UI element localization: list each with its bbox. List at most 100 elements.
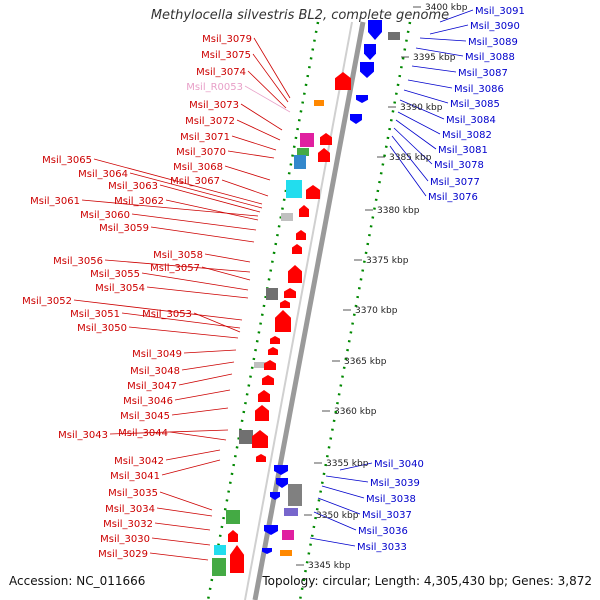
plus-gene-label[interactable]: Msil_3089 bbox=[468, 37, 518, 48]
plus-gene-label[interactable]: Msil_3038 bbox=[366, 494, 416, 505]
leader-line bbox=[339, 462, 373, 471]
minus-gene-label[interactable]: Msil_3049 bbox=[132, 349, 182, 360]
minus-gene-label[interactable]: Msil_3073 bbox=[189, 100, 239, 111]
leader-line bbox=[236, 119, 281, 141]
leader-line bbox=[389, 145, 427, 197]
minus-gene-label[interactable]: Msil_3053 bbox=[142, 309, 192, 320]
leader-line bbox=[391, 135, 429, 182]
leader-line bbox=[73, 299, 243, 321]
minus-gene-label[interactable]: Msil_3064 bbox=[78, 169, 128, 180]
minus-gene-label[interactable]: Msil_3043 bbox=[58, 430, 108, 441]
scale-label: 3355 kbp bbox=[326, 459, 369, 469]
leader-line bbox=[169, 431, 227, 441]
minus-gene-label[interactable]: Msil_3030 bbox=[100, 534, 150, 545]
leader-line bbox=[165, 449, 221, 461]
minus-gene-label[interactable]: Msil_3075 bbox=[201, 50, 251, 61]
plus-gene-label[interactable]: Msil_3088 bbox=[465, 52, 515, 63]
leader-line bbox=[93, 158, 263, 205]
minus-gene-label[interactable]: Msil_3062 bbox=[114, 196, 164, 207]
gene-block bbox=[226, 510, 240, 524]
leader-line bbox=[159, 491, 213, 511]
minus-gene-label[interactable]: Msil_3047 bbox=[127, 381, 177, 392]
minus-gene-label[interactable]: Msil_3071 bbox=[180, 132, 230, 143]
minus-gene-label[interactable]: Msil_3061 bbox=[30, 196, 80, 207]
minus-gene-label[interactable]: Msil_3048 bbox=[130, 366, 180, 377]
plus-gene-label[interactable]: Msil_3039 bbox=[370, 478, 420, 489]
leader-line bbox=[403, 89, 449, 104]
minus-gene-arrow bbox=[288, 265, 302, 283]
minus-gene-label[interactable]: Msil_3063 bbox=[108, 181, 158, 192]
minus-gene-label[interactable]: Msil_3034 bbox=[105, 504, 155, 515]
plus-gene-label[interactable]: Msil_3037 bbox=[362, 510, 412, 521]
accession-text: Accession: NC_011666 bbox=[9, 574, 146, 588]
plus-gene-label[interactable]: Msil_3087 bbox=[458, 68, 508, 79]
plus-gene-label[interactable]: Msil_3081 bbox=[438, 145, 488, 156]
minus-gene-label[interactable]: Msil_3074 bbox=[196, 67, 246, 78]
minus-gene-label[interactable]: Msil_3050 bbox=[77, 323, 127, 334]
minus-gene-label[interactable]: Msil_3058 bbox=[153, 250, 203, 261]
minus-gene-label[interactable]: Msil_3032 bbox=[103, 519, 153, 530]
leader-line bbox=[181, 361, 235, 371]
minus-gene-label[interactable]: Msil_3051 bbox=[70, 309, 120, 320]
minus-gene-label[interactable]: Msil_3067 bbox=[170, 176, 220, 187]
gene-labels[interactable]: Msil_3079 Msil_3075 Msil_3074 Msil_R0053 Msi… bbox=[22, 6, 525, 560]
gene-block bbox=[280, 550, 292, 556]
minus-gene-arrow bbox=[320, 133, 332, 145]
gene-block bbox=[214, 545, 226, 555]
plus-gene-label[interactable]: Msil_3040 bbox=[374, 459, 424, 470]
plus-gene-label[interactable]: Msil_3091 bbox=[475, 6, 525, 17]
plus-gene-label[interactable]: Msil_3077 bbox=[430, 177, 480, 188]
scale-label: 3380 kbp bbox=[377, 206, 420, 216]
leader-line bbox=[128, 326, 239, 339]
gene-block bbox=[281, 213, 293, 221]
leader-line bbox=[121, 312, 241, 329]
minus-gene-arrow bbox=[284, 288, 296, 298]
leader-line bbox=[204, 253, 251, 263]
plus-gene-label[interactable]: Msil_3033 bbox=[357, 542, 407, 553]
minus-gene-label[interactable]: Msil_3041 bbox=[110, 471, 160, 482]
minus-gene-label[interactable]: Msil_3035 bbox=[108, 488, 158, 499]
leader-line bbox=[325, 475, 369, 483]
plus-gene-label[interactable]: Msil_3085 bbox=[450, 99, 500, 110]
minus-gene-label[interactable]: Msil_3060 bbox=[80, 210, 130, 221]
plus-gene-label[interactable]: Msil_3082 bbox=[442, 130, 492, 141]
minus-gene-label[interactable]: Msil_3046 bbox=[123, 396, 173, 407]
minus-gene-label[interactable]: Msil_R0053 bbox=[186, 82, 243, 93]
minus-gene-label[interactable]: Msil_3042 bbox=[114, 456, 164, 467]
minus-gene-arrow bbox=[268, 347, 278, 355]
leader-line bbox=[321, 485, 365, 499]
minus-gene-label[interactable]: Msil_3045 bbox=[120, 411, 170, 422]
minus-gene-label[interactable]: Msil_3068 bbox=[173, 162, 223, 173]
minus-gene-label[interactable]: Msil_3070 bbox=[176, 147, 226, 158]
minus-gene-label[interactable]: Msil_3055 bbox=[90, 269, 140, 280]
leader-lines bbox=[73, 9, 474, 561]
plus-gene-label[interactable]: Msil_3076 bbox=[428, 192, 478, 203]
minus-gene-label[interactable]: Msil_3056 bbox=[53, 256, 103, 267]
leader-line bbox=[151, 537, 211, 546]
minus-gene-label[interactable]: Msil_3072 bbox=[185, 116, 235, 127]
minus-gene-label[interactable]: Msil_3044 bbox=[118, 428, 168, 439]
scale-label: 3375 kbp bbox=[366, 256, 409, 266]
plus-gene-label[interactable]: Msil_3086 bbox=[454, 84, 504, 95]
minus-gene-label[interactable]: Msil_3079 bbox=[202, 34, 252, 45]
plus-gene-arrow bbox=[274, 465, 288, 475]
gene-block bbox=[266, 288, 278, 300]
gene-layer bbox=[212, 20, 400, 576]
plus-gene-label[interactable]: Msil_3084 bbox=[446, 115, 496, 126]
minus-gene-label[interactable]: Msil_3029 bbox=[98, 549, 148, 560]
plus-gene-arrow bbox=[350, 114, 362, 124]
backbone-line bbox=[252, 21, 366, 600]
minus-gene-label[interactable]: Msil_3054 bbox=[95, 283, 145, 294]
minus-gene-label[interactable]: Msil_3059 bbox=[99, 223, 149, 234]
plus-gene-label[interactable]: Msil_3090 bbox=[470, 21, 520, 32]
plus-gene-label[interactable]: Msil_3036 bbox=[358, 526, 408, 537]
plus-gene-label[interactable]: Msil_3078 bbox=[434, 160, 484, 171]
minus-gene-label[interactable]: Msil_3052 bbox=[22, 296, 72, 307]
scale-label: 3385 kbp bbox=[389, 153, 432, 163]
minus-gene-label[interactable]: Msil_3065 bbox=[42, 155, 92, 166]
minus-gene-label[interactable]: Msil_3057 bbox=[150, 263, 200, 274]
leader-line bbox=[165, 199, 259, 221]
gene-block bbox=[212, 558, 226, 576]
leader-line bbox=[253, 37, 291, 99]
